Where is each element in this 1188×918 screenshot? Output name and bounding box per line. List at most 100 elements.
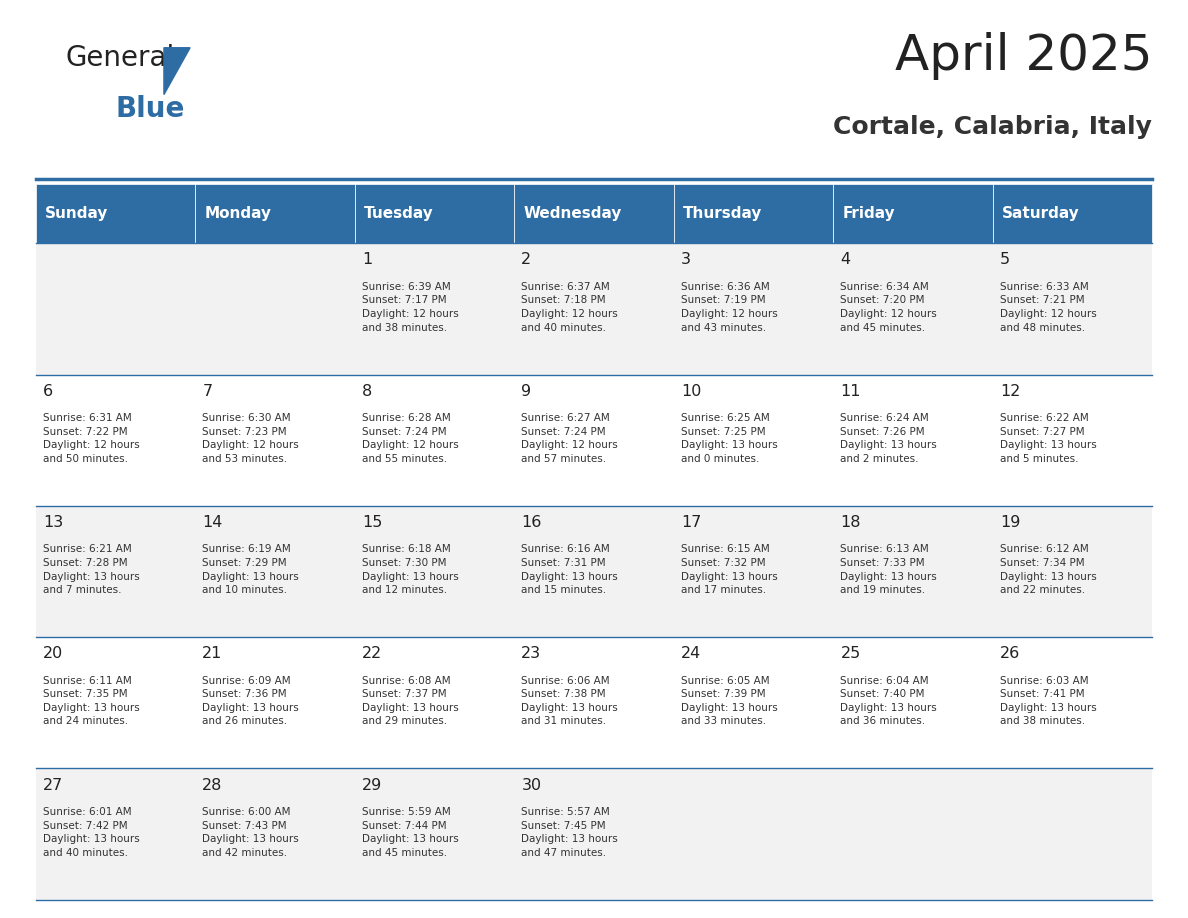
- Text: Sunrise: 6:21 AM
Sunset: 7:28 PM
Daylight: 13 hours
and 7 minutes.: Sunrise: 6:21 AM Sunset: 7:28 PM Dayligh…: [43, 544, 139, 595]
- Text: Saturday: Saturday: [1003, 206, 1080, 221]
- Bar: [993, 184, 1152, 243]
- Text: 18: 18: [840, 515, 861, 530]
- Bar: [355, 637, 514, 768]
- Text: Sunrise: 5:57 AM
Sunset: 7:45 PM
Daylight: 13 hours
and 47 minutes.: Sunrise: 5:57 AM Sunset: 7:45 PM Dayligh…: [522, 807, 618, 857]
- Bar: [833, 637, 993, 768]
- Text: 15: 15: [362, 515, 383, 530]
- Text: 1: 1: [362, 252, 372, 267]
- Bar: [514, 243, 674, 375]
- Text: Sunrise: 6:39 AM
Sunset: 7:17 PM
Daylight: 12 hours
and 38 minutes.: Sunrise: 6:39 AM Sunset: 7:17 PM Dayligh…: [362, 282, 459, 332]
- Bar: [514, 637, 674, 768]
- Text: 13: 13: [43, 515, 63, 530]
- Bar: [514, 768, 674, 900]
- Bar: [355, 375, 514, 506]
- Bar: [195, 506, 355, 637]
- Bar: [355, 506, 514, 637]
- Text: 29: 29: [362, 778, 383, 792]
- Text: 6: 6: [43, 384, 53, 398]
- Text: Sunrise: 6:08 AM
Sunset: 7:37 PM
Daylight: 13 hours
and 29 minutes.: Sunrise: 6:08 AM Sunset: 7:37 PM Dayligh…: [362, 676, 459, 726]
- Text: Friday: Friday: [842, 206, 896, 221]
- Text: 5: 5: [1000, 252, 1010, 267]
- Bar: [195, 375, 355, 506]
- Bar: [355, 184, 514, 243]
- Text: Sunrise: 6:13 AM
Sunset: 7:33 PM
Daylight: 13 hours
and 19 minutes.: Sunrise: 6:13 AM Sunset: 7:33 PM Dayligh…: [840, 544, 937, 595]
- Text: 17: 17: [681, 515, 701, 530]
- Text: 23: 23: [522, 646, 542, 661]
- Text: Sunrise: 6:19 AM
Sunset: 7:29 PM
Daylight: 13 hours
and 10 minutes.: Sunrise: 6:19 AM Sunset: 7:29 PM Dayligh…: [202, 544, 299, 595]
- Text: Sunrise: 6:09 AM
Sunset: 7:36 PM
Daylight: 13 hours
and 26 minutes.: Sunrise: 6:09 AM Sunset: 7:36 PM Dayligh…: [202, 676, 299, 726]
- Text: Sunrise: 6:31 AM
Sunset: 7:22 PM
Daylight: 12 hours
and 50 minutes.: Sunrise: 6:31 AM Sunset: 7:22 PM Dayligh…: [43, 413, 139, 464]
- Text: Sunrise: 6:27 AM
Sunset: 7:24 PM
Daylight: 12 hours
and 57 minutes.: Sunrise: 6:27 AM Sunset: 7:24 PM Dayligh…: [522, 413, 618, 464]
- Bar: [195, 243, 355, 375]
- Bar: [993, 637, 1152, 768]
- Text: 24: 24: [681, 646, 701, 661]
- Text: Sunrise: 6:12 AM
Sunset: 7:34 PM
Daylight: 13 hours
and 22 minutes.: Sunrise: 6:12 AM Sunset: 7:34 PM Dayligh…: [1000, 544, 1097, 595]
- Text: Sunrise: 6:05 AM
Sunset: 7:39 PM
Daylight: 13 hours
and 33 minutes.: Sunrise: 6:05 AM Sunset: 7:39 PM Dayligh…: [681, 676, 778, 726]
- Bar: [993, 506, 1152, 637]
- Text: 11: 11: [840, 384, 861, 398]
- Text: 21: 21: [202, 646, 222, 661]
- Bar: [36, 184, 195, 243]
- Text: 3: 3: [681, 252, 691, 267]
- Text: 12: 12: [1000, 384, 1020, 398]
- Text: 2: 2: [522, 252, 531, 267]
- Bar: [674, 637, 833, 768]
- Text: Sunrise: 6:30 AM
Sunset: 7:23 PM
Daylight: 12 hours
and 53 minutes.: Sunrise: 6:30 AM Sunset: 7:23 PM Dayligh…: [202, 413, 299, 464]
- Bar: [993, 243, 1152, 375]
- Text: Sunrise: 6:22 AM
Sunset: 7:27 PM
Daylight: 13 hours
and 5 minutes.: Sunrise: 6:22 AM Sunset: 7:27 PM Dayligh…: [1000, 413, 1097, 464]
- Text: 8: 8: [362, 384, 372, 398]
- Text: April 2025: April 2025: [895, 32, 1152, 80]
- Bar: [195, 184, 355, 243]
- Text: 10: 10: [681, 384, 701, 398]
- Text: Sunrise: 6:16 AM
Sunset: 7:31 PM
Daylight: 13 hours
and 15 minutes.: Sunrise: 6:16 AM Sunset: 7:31 PM Dayligh…: [522, 544, 618, 595]
- Text: 28: 28: [202, 778, 222, 792]
- Text: Sunrise: 6:00 AM
Sunset: 7:43 PM
Daylight: 13 hours
and 42 minutes.: Sunrise: 6:00 AM Sunset: 7:43 PM Dayligh…: [202, 807, 299, 857]
- Text: Sunrise: 6:25 AM
Sunset: 7:25 PM
Daylight: 13 hours
and 0 minutes.: Sunrise: 6:25 AM Sunset: 7:25 PM Dayligh…: [681, 413, 778, 464]
- Text: 9: 9: [522, 384, 531, 398]
- Bar: [36, 768, 195, 900]
- Text: Sunrise: 6:01 AM
Sunset: 7:42 PM
Daylight: 13 hours
and 40 minutes.: Sunrise: 6:01 AM Sunset: 7:42 PM Dayligh…: [43, 807, 139, 857]
- Bar: [993, 768, 1152, 900]
- Text: Sunrise: 6:18 AM
Sunset: 7:30 PM
Daylight: 13 hours
and 12 minutes.: Sunrise: 6:18 AM Sunset: 7:30 PM Dayligh…: [362, 544, 459, 595]
- Text: 30: 30: [522, 778, 542, 792]
- Text: Sunrise: 6:37 AM
Sunset: 7:18 PM
Daylight: 12 hours
and 40 minutes.: Sunrise: 6:37 AM Sunset: 7:18 PM Dayligh…: [522, 282, 618, 332]
- Bar: [195, 637, 355, 768]
- Bar: [833, 768, 993, 900]
- Bar: [833, 243, 993, 375]
- Text: Sunrise: 6:04 AM
Sunset: 7:40 PM
Daylight: 13 hours
and 36 minutes.: Sunrise: 6:04 AM Sunset: 7:40 PM Dayligh…: [840, 676, 937, 726]
- Text: Sunrise: 6:06 AM
Sunset: 7:38 PM
Daylight: 13 hours
and 31 minutes.: Sunrise: 6:06 AM Sunset: 7:38 PM Dayligh…: [522, 676, 618, 726]
- Bar: [36, 506, 195, 637]
- Text: 20: 20: [43, 646, 63, 661]
- Text: 7: 7: [202, 384, 213, 398]
- Text: Thursday: Thursday: [683, 206, 763, 221]
- Bar: [674, 184, 833, 243]
- Text: Sunrise: 6:03 AM
Sunset: 7:41 PM
Daylight: 13 hours
and 38 minutes.: Sunrise: 6:03 AM Sunset: 7:41 PM Dayligh…: [1000, 676, 1097, 726]
- Bar: [36, 375, 195, 506]
- Text: Sunrise: 6:28 AM
Sunset: 7:24 PM
Daylight: 12 hours
and 55 minutes.: Sunrise: 6:28 AM Sunset: 7:24 PM Dayligh…: [362, 413, 459, 464]
- Bar: [674, 375, 833, 506]
- Bar: [833, 375, 993, 506]
- Text: Sunrise: 6:33 AM
Sunset: 7:21 PM
Daylight: 12 hours
and 48 minutes.: Sunrise: 6:33 AM Sunset: 7:21 PM Dayligh…: [1000, 282, 1097, 332]
- Text: Sunrise: 6:15 AM
Sunset: 7:32 PM
Daylight: 13 hours
and 17 minutes.: Sunrise: 6:15 AM Sunset: 7:32 PM Dayligh…: [681, 544, 778, 595]
- Text: 26: 26: [1000, 646, 1020, 661]
- Text: 19: 19: [1000, 515, 1020, 530]
- Text: Sunrise: 5:59 AM
Sunset: 7:44 PM
Daylight: 13 hours
and 45 minutes.: Sunrise: 5:59 AM Sunset: 7:44 PM Dayligh…: [362, 807, 459, 857]
- Bar: [674, 506, 833, 637]
- Bar: [36, 243, 195, 375]
- Text: Sunrise: 6:11 AM
Sunset: 7:35 PM
Daylight: 13 hours
and 24 minutes.: Sunrise: 6:11 AM Sunset: 7:35 PM Dayligh…: [43, 676, 139, 726]
- Bar: [514, 184, 674, 243]
- Bar: [514, 375, 674, 506]
- Text: 14: 14: [202, 515, 222, 530]
- Text: General: General: [65, 44, 175, 73]
- Text: Sunrise: 6:24 AM
Sunset: 7:26 PM
Daylight: 13 hours
and 2 minutes.: Sunrise: 6:24 AM Sunset: 7:26 PM Dayligh…: [840, 413, 937, 464]
- Text: Sunday: Sunday: [45, 206, 108, 221]
- Bar: [514, 506, 674, 637]
- Bar: [833, 184, 993, 243]
- Text: 27: 27: [43, 778, 63, 792]
- Text: Blue: Blue: [115, 95, 184, 123]
- Text: 22: 22: [362, 646, 383, 661]
- Text: 4: 4: [840, 252, 851, 267]
- Polygon shape: [164, 48, 190, 95]
- Text: Sunrise: 6:34 AM
Sunset: 7:20 PM
Daylight: 12 hours
and 45 minutes.: Sunrise: 6:34 AM Sunset: 7:20 PM Dayligh…: [840, 282, 937, 332]
- Bar: [674, 768, 833, 900]
